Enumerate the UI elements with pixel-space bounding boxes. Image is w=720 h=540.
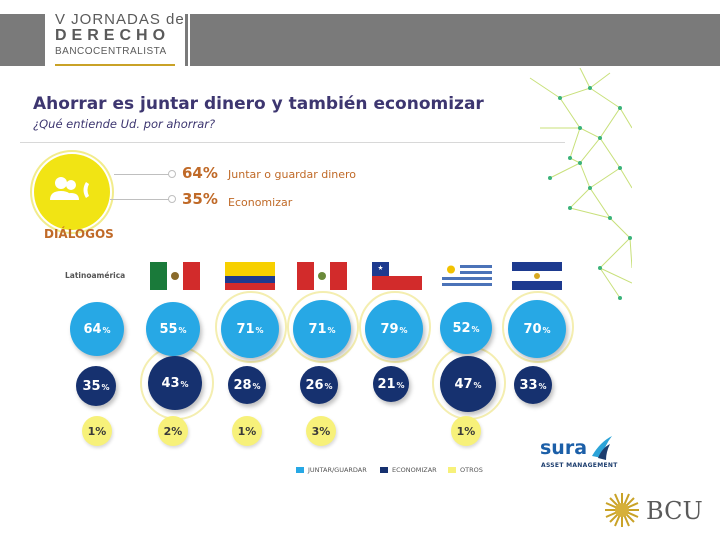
- bubble-otros-latam: 1%: [82, 416, 112, 446]
- pct-symbol: %: [324, 382, 333, 391]
- bubble-juntar-colombia: 71%: [221, 300, 279, 358]
- highlight-ring-el-salvador: [502, 291, 574, 363]
- legend-economizar: ECONOMIZAR: [380, 466, 437, 474]
- bubble-value: 1%: [456, 424, 476, 438]
- bubble-otros-uruguay: 1%: [451, 416, 481, 446]
- pct-symbol: %: [396, 381, 405, 390]
- logo-line-2: DERECHO: [55, 27, 171, 44]
- bubble-value: 70: [523, 321, 542, 337]
- bubble-economizar-uruguay: 47%: [440, 356, 496, 412]
- uruguay-flag: [442, 262, 492, 290]
- pct-symbol: %: [399, 326, 408, 335]
- bubble-value: 28: [233, 377, 252, 393]
- pct-symbol: %: [473, 381, 482, 390]
- bubble-value: 55: [159, 321, 178, 337]
- colombia-flag: [225, 262, 275, 290]
- summary-desc-2: Economizar: [228, 196, 293, 209]
- bubble-value: 26: [305, 377, 324, 393]
- bubble-value: 71: [236, 321, 255, 337]
- bubble-otros-mexico: 2%: [158, 416, 188, 446]
- peru-flag: [297, 262, 347, 290]
- legend-juntar: JUNTAR/GUARDAR: [296, 466, 367, 474]
- summary-pct-2: 35%: [182, 190, 218, 208]
- dialogos-label: DIÁLOGOS: [44, 227, 114, 241]
- connector-line-1: [114, 174, 172, 175]
- connector-dot-1: [168, 170, 176, 178]
- event-logo: [45, 0, 185, 68]
- bubble-juntar-el-salvador: 70%: [508, 300, 566, 358]
- sura-logo-text: sura: [540, 437, 588, 459]
- bubble-juntar-mexico: 55%: [146, 302, 200, 356]
- legend-swatch-blue: [296, 467, 304, 473]
- bubble-value: 64: [83, 321, 102, 337]
- pct-symbol: %: [102, 326, 111, 335]
- pct-symbol: %: [101, 383, 110, 392]
- bubble-otros-colombia: 1%: [232, 416, 262, 446]
- bubble-economizar-el-salvador: 33%: [514, 366, 552, 404]
- legend-swatch-navy: [380, 467, 388, 473]
- logo-line-3: BANCOCENTRALISTA: [55, 46, 167, 57]
- legend-label: ECONOMIZAR: [392, 466, 437, 474]
- region-label: Latinoamérica: [65, 271, 126, 280]
- legend-otros: OTROS: [448, 466, 483, 474]
- el-salvador-flag: [512, 262, 562, 290]
- bubble-juntar-uruguay: 52%: [440, 302, 492, 354]
- pct-symbol: %: [327, 326, 336, 335]
- bubble-value: 33: [519, 377, 538, 393]
- legend-swatch-yellow: [448, 467, 456, 473]
- summary-pct-1: 64%: [182, 164, 218, 182]
- sura-logo-subtitle: ASSET MANAGEMENT: [541, 462, 618, 469]
- pct-symbol: %: [178, 326, 187, 335]
- logo-underline: [55, 64, 175, 66]
- pct-symbol: %: [255, 326, 264, 335]
- logo-line-1: V JORNADAS de: [55, 11, 185, 28]
- bubble-otros-peru: 3%: [306, 416, 336, 446]
- bubble-economizar-colombia: 28%: [228, 366, 266, 404]
- bubble-value: 35: [82, 378, 101, 394]
- slide-title: Ahorrar es juntar dinero y también econo…: [33, 94, 484, 114]
- pct-symbol: %: [542, 326, 551, 335]
- dialogos-badge: [34, 154, 110, 230]
- bubble-juntar-peru: 71%: [293, 300, 351, 358]
- highlight-ring-colombia: [215, 291, 287, 363]
- bubble-value: 79: [380, 321, 399, 337]
- bubble-juntar-latam: 64%: [70, 302, 124, 356]
- bubble-value: 47: [454, 376, 473, 392]
- pct-symbol: %: [471, 325, 480, 334]
- bubble-economizar-chile: 21%: [373, 366, 409, 402]
- bubble-value: 2%: [163, 424, 183, 438]
- mexico-flag: [150, 262, 200, 290]
- bcu-logo-text: BCU: [646, 497, 703, 525]
- bubble-value: 1%: [87, 424, 107, 438]
- bubble-economizar-mexico: 43%: [148, 356, 202, 410]
- chile-flag: [372, 262, 422, 290]
- bubble-value: 52: [452, 320, 471, 336]
- bcu-sun-icon: [605, 493, 639, 527]
- header-divider: [188, 14, 190, 66]
- bubble-economizar-latam: 35%: [76, 366, 116, 406]
- summary-desc-1: Juntar o guardar dinero: [228, 168, 357, 181]
- bubble-value: 3%: [311, 424, 331, 438]
- bubble-value: 21: [377, 376, 396, 392]
- dialogos-ring: [30, 150, 114, 234]
- legend-label: OTROS: [460, 466, 483, 474]
- legend-label: JUNTAR/GUARDAR: [308, 466, 367, 474]
- pct-symbol: %: [180, 380, 189, 389]
- sura-wing-icon: [592, 436, 612, 460]
- pct-symbol: %: [252, 382, 261, 391]
- pct-symbol: %: [538, 382, 547, 391]
- highlight-ring-chile: [359, 291, 431, 363]
- connector-line-2: [110, 199, 172, 200]
- highlight-ring-peru: [287, 291, 359, 363]
- network-decoration: [529, 68, 632, 300]
- slide-subtitle: ¿Qué entiende Ud. por ahorrar?: [33, 117, 216, 131]
- people-phone-icon: [50, 177, 89, 200]
- bubble-value: 1%: [237, 424, 257, 438]
- bubble-value: 71: [308, 321, 327, 337]
- bubble-juntar-chile: 79%: [365, 300, 423, 358]
- connector-dot-2: [168, 195, 176, 203]
- bubble-economizar-peru: 26%: [300, 366, 338, 404]
- title-divider: [20, 142, 565, 143]
- bubble-value: 43: [161, 375, 180, 391]
